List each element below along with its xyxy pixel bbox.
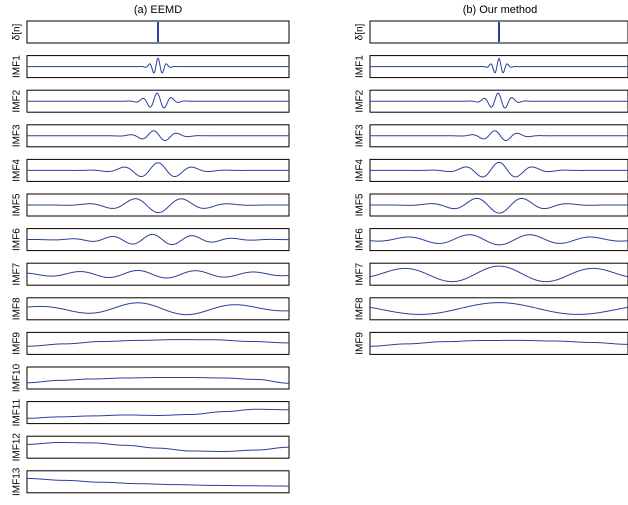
panel-imf12: IMF12 (12, 433, 290, 462)
panel-imf7: IMF7 (12, 262, 290, 286)
panel-frame (369, 331, 628, 355)
chart-title: (a) EEMD (134, 4, 182, 16)
panel-imf8: IMF8 (12, 297, 290, 321)
panel-frame (369, 262, 628, 286)
signal-line (369, 234, 628, 246)
chart-title: (b) Our method (463, 4, 538, 16)
panel-frame (26, 262, 290, 286)
panel-imf6: IMF6 (355, 228, 628, 252)
panel-label: IMF3 (355, 124, 366, 147)
panel-label: IMF1 (355, 55, 366, 78)
signal-line (26, 233, 289, 246)
panel-imf3: IMF3 (355, 124, 628, 148)
chart-eemd: (a) EEMD δ[n] IMF1 IMF2 IMF3 IMF4 IMF5 IMF6 IMF7… (12, 4, 290, 496)
panel-imf8: IMF8 (355, 297, 628, 321)
panel-imf1: IMF1 (12, 55, 290, 79)
signal-line (370, 161, 628, 178)
panel-imf2: IMF2 (12, 89, 290, 113)
panel-label: IMF5 (12, 193, 23, 216)
signal-line (27, 408, 289, 419)
panel-imf5: IMF5 (12, 193, 290, 217)
signal-line (27, 92, 289, 109)
panel-label: IMF4 (12, 159, 23, 182)
chart-our-method: (b) Our method δ[n] IMF1 IMF2 IMF3 IMF4 IMF5 IM… (355, 4, 628, 355)
signal-line (369, 265, 628, 283)
panel-label: IMF8 (12, 297, 23, 320)
panel-imf11: IMF11 (12, 398, 290, 426)
panel-label: IMF1 (12, 55, 23, 78)
signal-line (27, 377, 290, 384)
panel-imf7: IMF7 (355, 262, 628, 286)
signal-line (26, 302, 290, 316)
panel-label: IMF9 (355, 332, 366, 355)
panel-label: IMF12 (12, 433, 23, 462)
signal-line (27, 477, 289, 487)
panel-label: IMF2 (12, 89, 23, 112)
panel-frame (369, 228, 628, 252)
signal-line (27, 441, 289, 452)
signal-line (370, 57, 628, 74)
signal-line (27, 130, 289, 142)
signal-line (370, 92, 628, 109)
signal-line (27, 57, 289, 74)
panel-imf9: IMF9 (12, 332, 290, 355)
panel-label: IMF11 (12, 398, 23, 426)
panel-frame (26, 366, 290, 390)
panel-label: IMF6 (355, 228, 366, 251)
panel-frame (369, 20, 628, 44)
panel-label: IMF9 (12, 332, 23, 355)
panel-imf6: IMF6 (12, 228, 290, 252)
panel-label: IMF8 (355, 297, 366, 320)
panel-label: IMF7 (12, 262, 23, 285)
panel-imf4: IMF4 (12, 159, 290, 182)
panel-frame (26, 470, 290, 494)
signal-line (370, 130, 628, 142)
panel-frame (26, 297, 290, 321)
panel-frame (26, 331, 290, 355)
signal-line (26, 269, 290, 279)
panel-label: IMF2 (355, 89, 366, 112)
signal-line (370, 197, 628, 214)
panel-imf3: IMF3 (12, 124, 290, 148)
panel-imf4: IMF4 (355, 159, 628, 182)
panel-label: δ[n] (355, 23, 366, 40)
panel-imf9: IMF9 (355, 332, 628, 355)
signal-line (27, 162, 289, 178)
panel-imf10: IMF10 (12, 363, 290, 392)
signal-line (27, 339, 290, 347)
panel-imf5: IMF5 (355, 193, 628, 217)
panel-label: IMF3 (12, 124, 23, 147)
panel-label: IMF13 (12, 467, 23, 496)
signal-line (369, 302, 628, 315)
panel-imf1: IMF1 (355, 55, 628, 79)
signal-line (370, 339, 628, 347)
panel-label: IMF7 (355, 262, 366, 285)
panel-imf2: IMF2 (355, 89, 628, 113)
panel-imf13: IMF13 (12, 467, 290, 496)
panel-frame (26, 435, 290, 459)
panel-label: IMF4 (355, 159, 366, 182)
panel-frame (369, 297, 628, 321)
panel-label: IMF10 (12, 363, 23, 392)
panel-n: δ[n] (12, 20, 290, 44)
panel-label: δ[n] (12, 23, 23, 40)
panel-frame (26, 401, 290, 425)
panel-n: δ[n] (355, 20, 628, 44)
panel-frame (26, 20, 290, 44)
panel-label: IMF5 (355, 193, 366, 216)
signal-line (27, 198, 289, 214)
panel-label: IMF6 (12, 228, 23, 251)
